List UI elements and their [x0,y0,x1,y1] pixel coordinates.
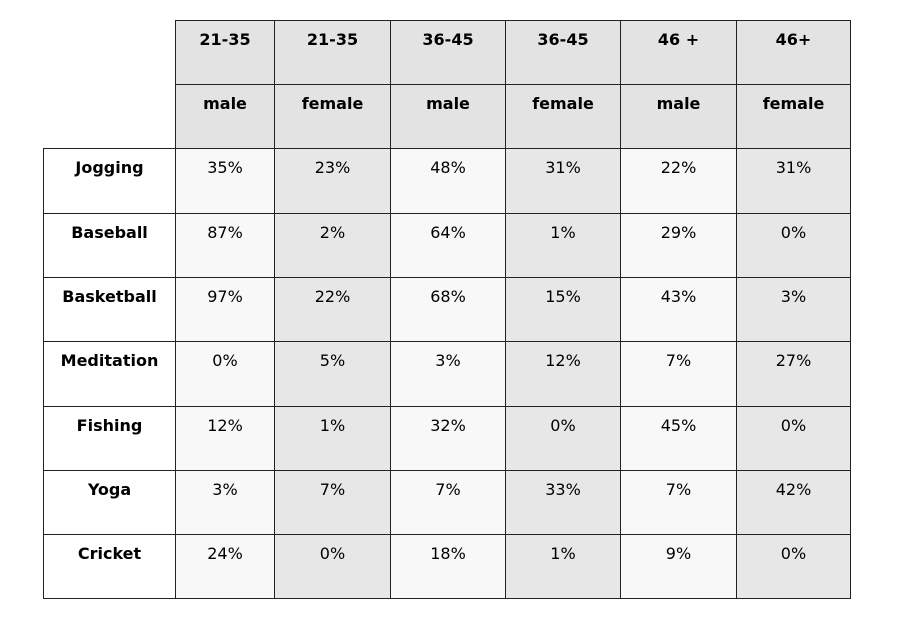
table-cell: 45% [620,406,737,471]
table-cell: 3% [175,470,275,535]
table-cell: 23% [274,148,391,214]
age-group-header: 46 + [620,20,737,85]
table-cell: 7% [274,470,391,535]
row-label: Cricket [43,534,176,599]
row-label: Basketball [43,277,176,342]
table-cell: 97% [175,277,275,342]
table-cell: 0% [274,534,391,599]
table-cell: 1% [505,213,621,278]
gender-header: male [175,84,275,149]
table-cell: 35% [175,148,275,214]
gender-header: female [736,84,851,149]
table-cell: 12% [175,406,275,471]
row-label: Jogging [43,148,176,214]
table-cell: 0% [736,213,851,278]
table-cell: 48% [390,148,506,214]
gender-header: female [505,84,621,149]
table-cell: 22% [620,148,737,214]
gender-header: female [274,84,391,149]
gender-header: male [620,84,737,149]
table-cell: 0% [736,534,851,599]
table-cell: 43% [620,277,737,342]
table-cell: 33% [505,470,621,535]
gender-header: male [390,84,506,149]
table-cell: 7% [620,341,737,407]
table-cell: 68% [390,277,506,342]
table-cell: 42% [736,470,851,535]
age-group-header: 21-35 [274,20,391,85]
row-label: Fishing [43,406,176,471]
table-cell: 7% [390,470,506,535]
table-cell: 12% [505,341,621,407]
row-label: Yoga [43,470,176,535]
row-label: Baseball [43,213,176,278]
table-cell: 5% [274,341,391,407]
table-cell: 0% [175,341,275,407]
table-cell: 1% [505,534,621,599]
table-cell: 7% [620,470,737,535]
table-cell: 87% [175,213,275,278]
table-cell: 32% [390,406,506,471]
table-cell: 29% [620,213,737,278]
table-cell: 27% [736,341,851,407]
table-cell: 24% [175,534,275,599]
table-cell: 0% [736,406,851,471]
table-cell: 15% [505,277,621,342]
age-group-header: 36-45 [505,20,621,85]
table-cell: 31% [505,148,621,214]
row-label: Meditation [43,341,176,407]
table-cell: 9% [620,534,737,599]
age-group-header: 21-35 [175,20,275,85]
table-cell: 31% [736,148,851,214]
table-cell: 3% [736,277,851,342]
age-group-header: 46+ [736,20,851,85]
table-cell: 1% [274,406,391,471]
table-cell: 0% [505,406,621,471]
table-cell: 2% [274,213,391,278]
table-cell: 3% [390,341,506,407]
table-cell: 64% [390,213,506,278]
table-cell: 18% [390,534,506,599]
age-group-header: 36-45 [390,20,506,85]
table-cell: 22% [274,277,391,342]
